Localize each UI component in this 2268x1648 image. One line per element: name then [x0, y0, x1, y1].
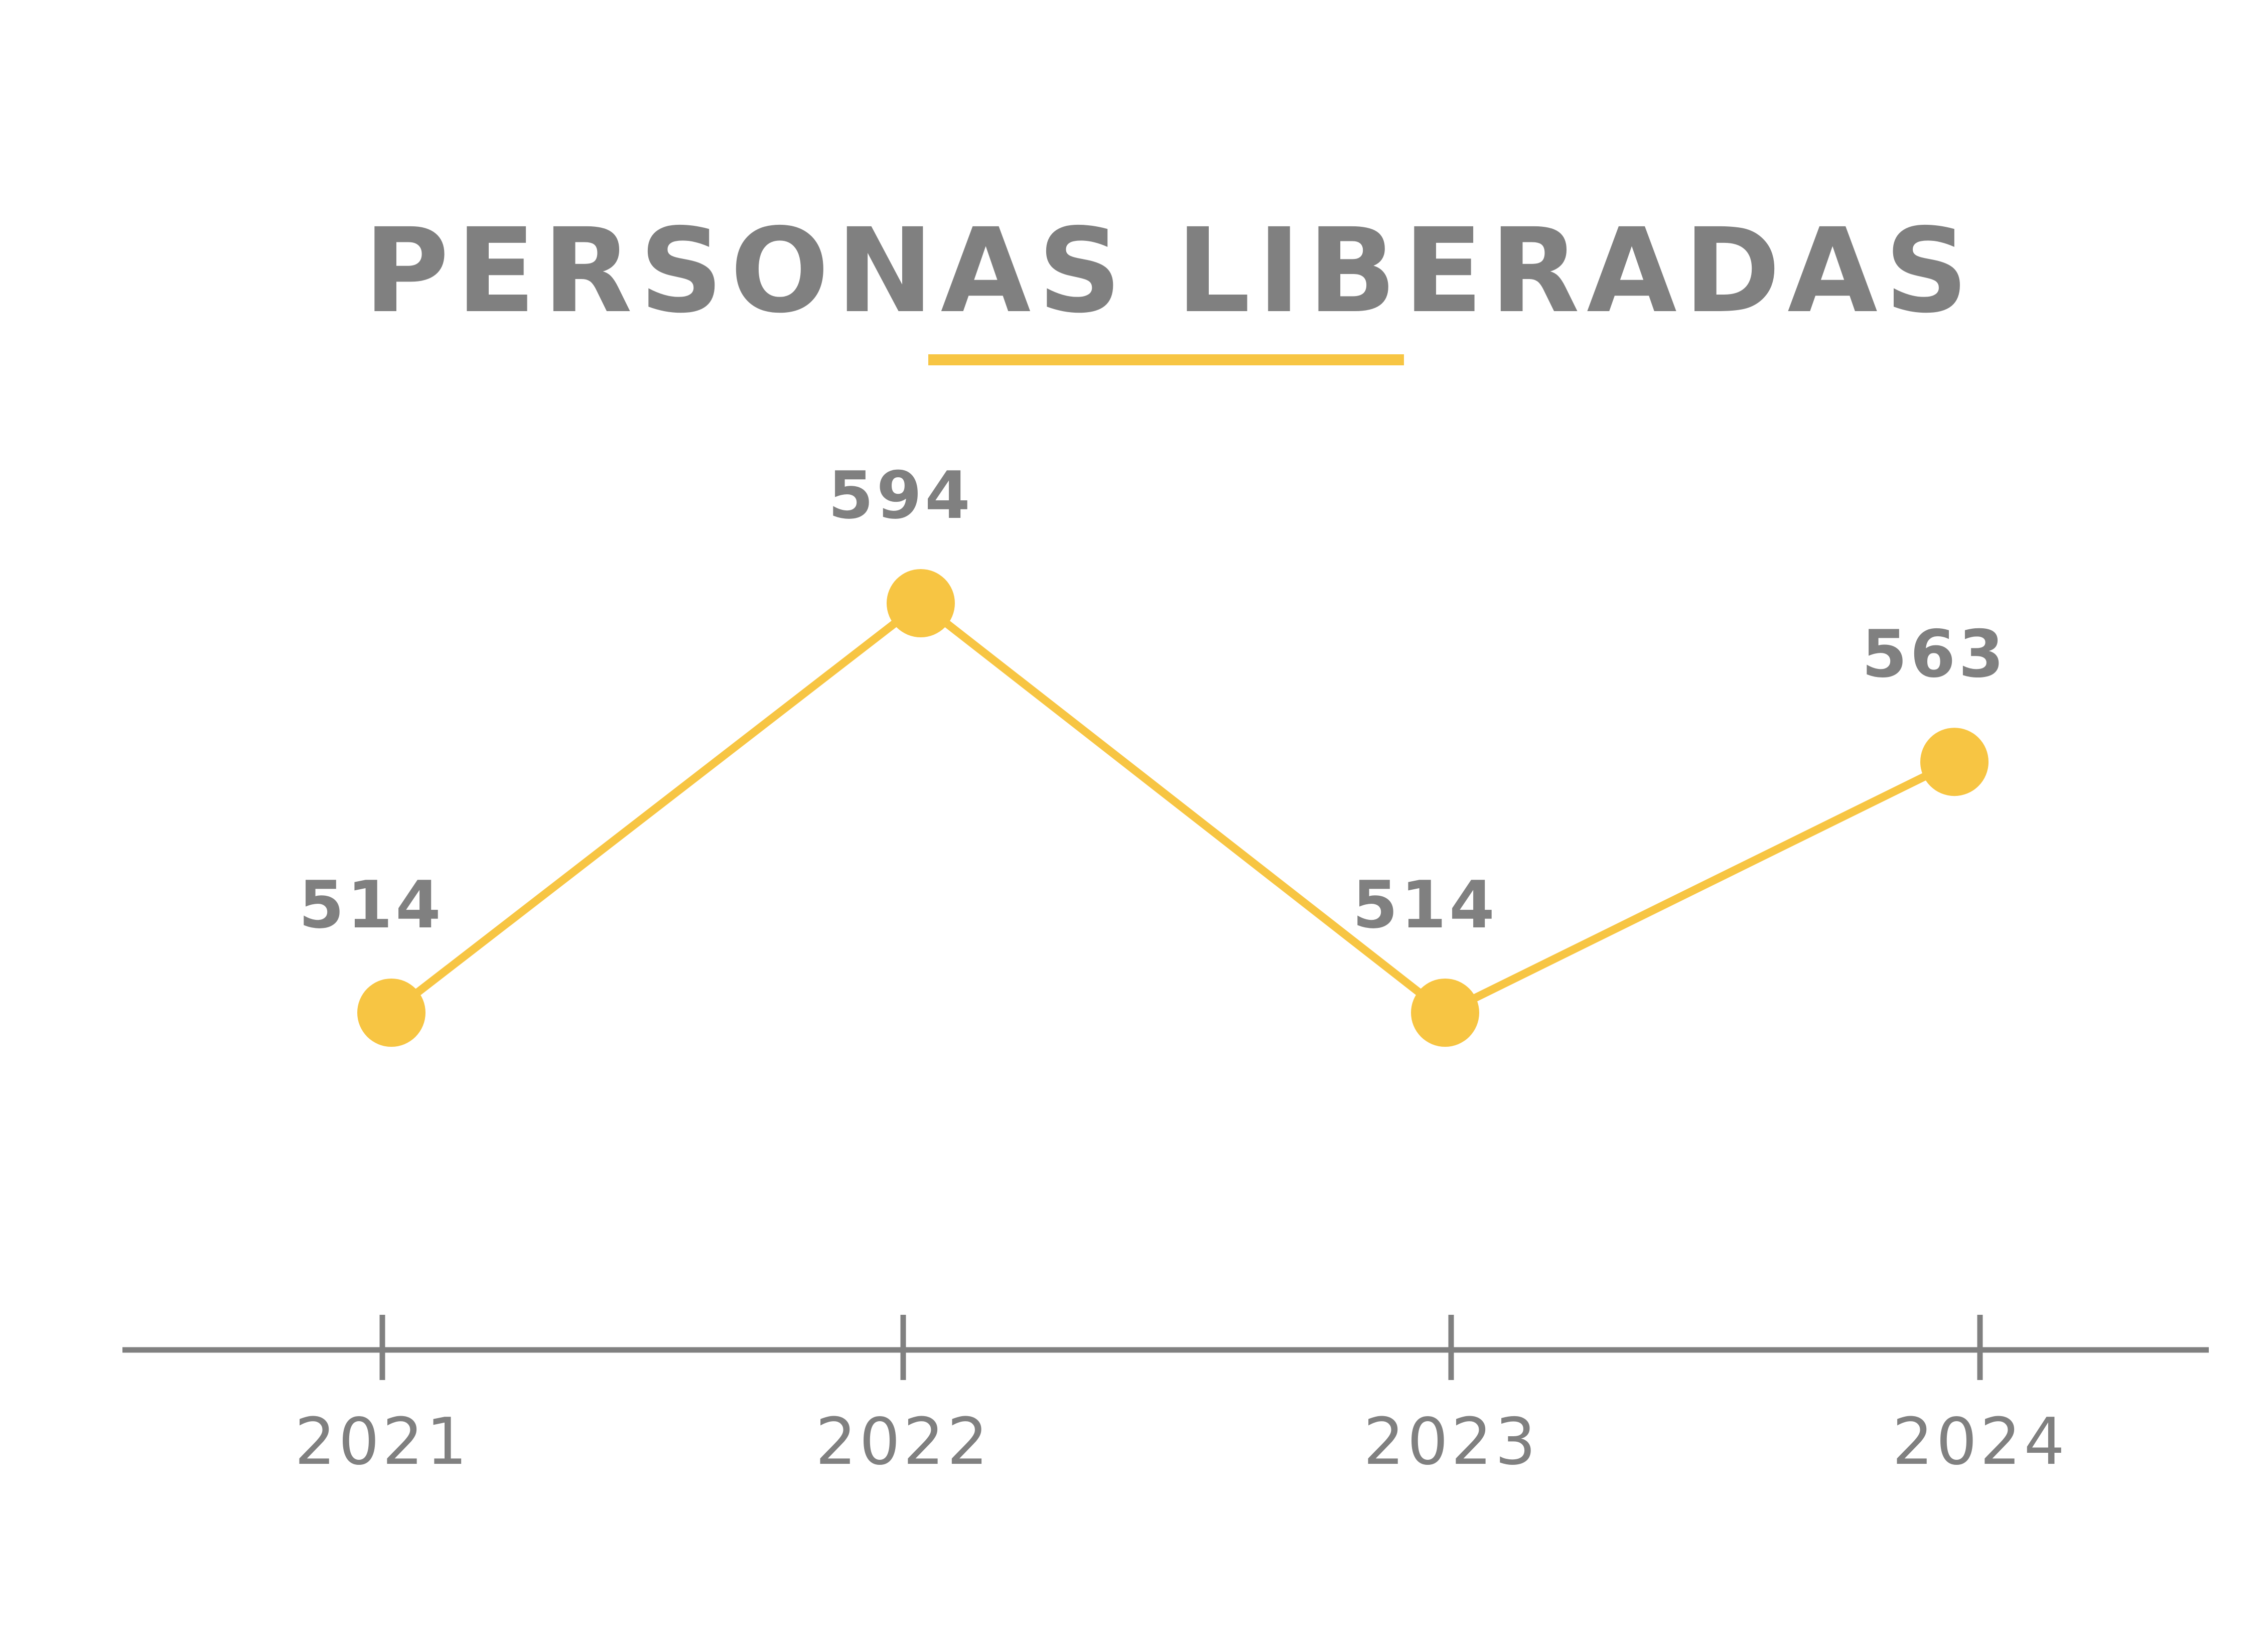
- data-point: [357, 979, 426, 1047]
- data-label: 514: [299, 867, 444, 943]
- data-point: [887, 569, 955, 637]
- series-line: [389, 599, 1956, 1017]
- title-underline: [928, 354, 1404, 365]
- x-tick-label: 2021: [295, 1405, 470, 1479]
- data-label: 563: [1862, 616, 2007, 692]
- data-label: 514: [1352, 867, 1497, 943]
- x-tick-label: 2023: [1363, 1405, 1539, 1479]
- x-tick-label: 2022: [815, 1405, 991, 1479]
- data-label: 594: [828, 457, 973, 533]
- data-point: [1920, 728, 1989, 796]
- chart-title: PERSONAS LIBERADAS: [364, 203, 1975, 339]
- x-tick-label: 2024: [1892, 1405, 2068, 1479]
- data-point: [1411, 979, 1479, 1047]
